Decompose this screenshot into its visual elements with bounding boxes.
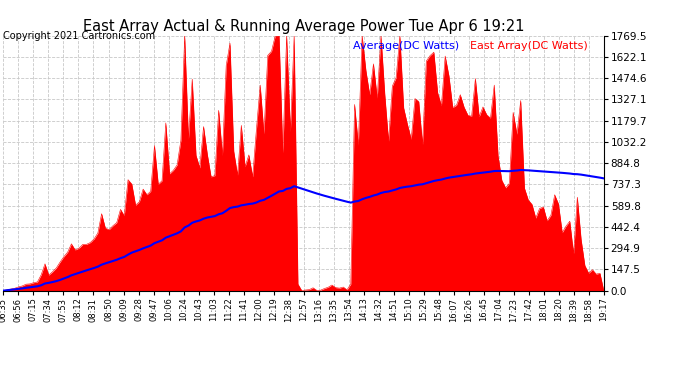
Text: Copyright 2021 Cartronics.com: Copyright 2021 Cartronics.com bbox=[3, 32, 155, 41]
Legend: Average(DC Watts), East Array(DC Watts): Average(DC Watts), East Array(DC Watts) bbox=[348, 36, 592, 55]
Title: East Array Actual & Running Average Power Tue Apr 6 19:21: East Array Actual & Running Average Powe… bbox=[83, 20, 524, 34]
